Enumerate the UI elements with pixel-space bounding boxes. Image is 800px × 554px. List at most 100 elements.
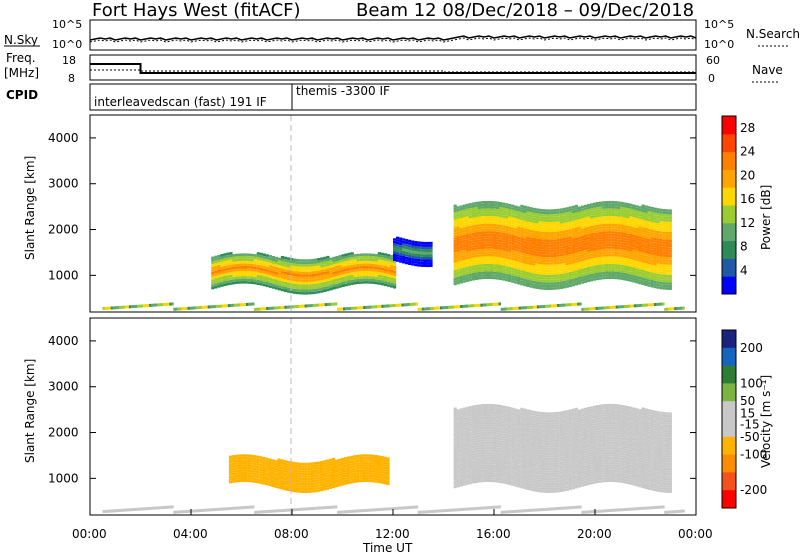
echo-cell bbox=[577, 231, 581, 235]
echo-cell bbox=[502, 463, 506, 466]
echo-cell bbox=[320, 282, 324, 286]
echo-cell bbox=[532, 456, 536, 459]
echo-cell bbox=[514, 230, 518, 234]
echo-cell bbox=[544, 224, 548, 227]
echo-cell bbox=[626, 245, 630, 249]
echo-cell bbox=[286, 480, 290, 484]
echo-cell bbox=[626, 273, 630, 277]
echo-cell bbox=[287, 272, 291, 275]
echo-cell bbox=[508, 414, 512, 417]
echo-cell bbox=[559, 238, 563, 242]
ground-scatter-cell bbox=[508, 307, 511, 311]
echo-cell bbox=[253, 281, 257, 285]
echo-cell bbox=[532, 458, 536, 462]
echo-cell bbox=[641, 267, 645, 270]
echo-cell bbox=[393, 256, 397, 259]
echo-cell bbox=[471, 450, 475, 454]
echo-cell bbox=[486, 228, 491, 232]
echo-cell bbox=[302, 269, 306, 272]
echo-cell bbox=[286, 483, 290, 486]
echo-cell bbox=[411, 245, 415, 248]
echo-cell bbox=[553, 219, 557, 222]
echo-cell bbox=[614, 276, 618, 280]
echo-cell bbox=[290, 285, 294, 289]
echo-cell bbox=[499, 204, 503, 207]
echo-cell bbox=[647, 216, 651, 219]
echo-cell bbox=[244, 479, 248, 482]
echo-cell bbox=[486, 248, 491, 252]
echo-cell bbox=[596, 257, 600, 260]
echo-cell bbox=[523, 261, 527, 264]
echo-cell bbox=[465, 223, 469, 227]
echo-cell bbox=[459, 451, 463, 454]
echo-cell bbox=[529, 257, 533, 260]
echo-cell bbox=[316, 489, 320, 492]
ground-scatter-cell bbox=[569, 303, 572, 307]
echo-cell bbox=[477, 204, 481, 207]
echo-cell bbox=[247, 462, 251, 465]
echo-cell bbox=[453, 478, 457, 481]
echo-cell bbox=[605, 213, 609, 217]
echo-cell bbox=[626, 240, 630, 244]
echo-cell bbox=[296, 271, 300, 274]
echo-cell bbox=[668, 209, 672, 212]
echo-cell bbox=[571, 238, 575, 241]
echo-cell bbox=[517, 271, 521, 275]
echo-cell bbox=[480, 441, 485, 445]
echo-cell bbox=[605, 269, 609, 272]
echo-cell bbox=[647, 246, 651, 249]
echo-cell bbox=[635, 223, 639, 226]
echo-cell bbox=[317, 285, 321, 289]
echo-cell bbox=[653, 275, 657, 279]
echo-cell bbox=[544, 262, 548, 265]
echo-cell bbox=[517, 469, 521, 473]
echo-cell bbox=[617, 272, 621, 275]
echo-cell bbox=[532, 461, 536, 464]
echo-cell bbox=[374, 455, 378, 458]
echo-cell bbox=[668, 262, 672, 265]
echo-cell bbox=[305, 264, 309, 267]
echo-cell bbox=[571, 273, 575, 277]
echo-cell bbox=[638, 226, 642, 229]
echo-cell bbox=[574, 247, 578, 251]
echo-cell bbox=[265, 261, 269, 265]
echo-cell bbox=[477, 241, 481, 245]
echo-cell bbox=[656, 261, 660, 264]
echo-cell bbox=[650, 267, 654, 270]
echo-cell bbox=[474, 425, 478, 428]
echo-cell bbox=[486, 208, 491, 211]
echo-cell bbox=[574, 212, 578, 215]
echo-cell bbox=[511, 235, 515, 238]
echo-cell bbox=[526, 224, 530, 227]
echo-cell bbox=[614, 271, 618, 275]
echo-cell bbox=[556, 269, 560, 272]
echo-cell bbox=[302, 274, 306, 277]
echo-cell bbox=[629, 259, 633, 262]
echo-cell bbox=[511, 260, 515, 263]
echo-cell bbox=[453, 260, 457, 263]
echo-cell bbox=[417, 243, 421, 247]
ground-scatter-cell bbox=[460, 305, 463, 308]
echo-cell bbox=[493, 439, 497, 442]
echo-cell bbox=[562, 235, 566, 238]
echo-cell bbox=[568, 244, 572, 247]
echo-cell bbox=[590, 203, 594, 206]
echo-cell bbox=[650, 280, 654, 283]
echo-cell bbox=[313, 464, 317, 468]
echo-cell bbox=[493, 221, 497, 224]
echo-cell bbox=[538, 213, 542, 217]
echo-cell bbox=[429, 262, 433, 265]
echo-cell bbox=[647, 249, 651, 252]
echo-cell bbox=[331, 475, 336, 478]
echo-cell bbox=[523, 278, 527, 282]
ground-scatter-cell bbox=[401, 303, 404, 307]
echo-cell bbox=[641, 280, 645, 283]
echo-cell bbox=[535, 246, 539, 249]
echo-cell bbox=[577, 241, 581, 245]
echo-cell bbox=[338, 461, 342, 464]
echo-cell bbox=[574, 257, 578, 261]
echo-cell bbox=[256, 282, 260, 285]
echo-cell bbox=[608, 226, 612, 229]
echo-cell bbox=[617, 239, 621, 242]
echo-cell bbox=[580, 238, 585, 241]
